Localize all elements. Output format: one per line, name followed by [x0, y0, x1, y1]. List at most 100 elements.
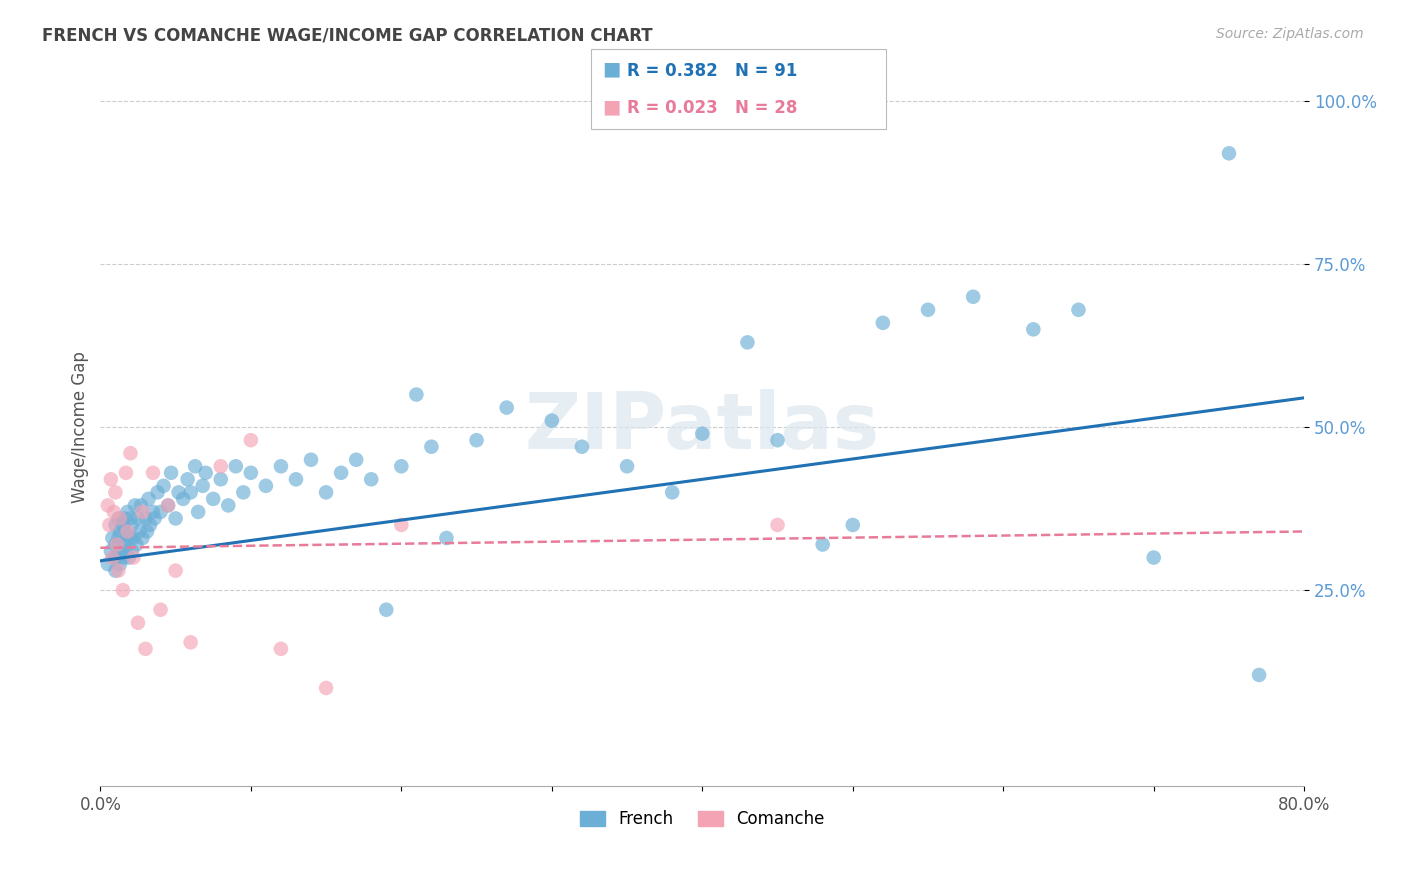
- Point: [115, 524, 138, 539]
- Point: [165, 564, 187, 578]
- Point: [270, 641, 292, 656]
- Point: [157, 499, 180, 513]
- Point: [225, 459, 247, 474]
- Point: [112, 511, 135, 525]
- Point: [187, 505, 209, 519]
- Point: [160, 466, 183, 480]
- Point: [100, 544, 122, 558]
- Point: [124, 499, 146, 513]
- Point: [117, 524, 139, 539]
- Point: [117, 505, 139, 519]
- Point: [270, 459, 292, 474]
- Point: [142, 466, 165, 480]
- Point: [139, 518, 162, 533]
- Point: [420, 440, 443, 454]
- Point: [180, 485, 202, 500]
- Point: [121, 518, 143, 533]
- Point: [1218, 146, 1240, 161]
- Point: [127, 511, 149, 525]
- Point: [344, 452, 367, 467]
- Point: [375, 603, 398, 617]
- Point: [465, 433, 488, 447]
- Point: [254, 479, 277, 493]
- Point: [117, 531, 139, 545]
- Point: [766, 433, 789, 447]
- Point: [121, 544, 143, 558]
- Point: [209, 472, 232, 486]
- Point: [108, 524, 131, 539]
- Point: [107, 511, 129, 525]
- Point: [167, 485, 190, 500]
- Point: [389, 459, 412, 474]
- Point: [146, 485, 169, 500]
- Point: [690, 426, 713, 441]
- Text: FRENCH VS COMANCHE WAGE/INCOME GAP CORRELATION CHART: FRENCH VS COMANCHE WAGE/INCOME GAP CORRE…: [42, 27, 652, 45]
- Point: [129, 499, 152, 513]
- Point: [108, 511, 131, 525]
- Point: [149, 603, 172, 617]
- Point: [138, 491, 160, 506]
- Legend: French, Comanche: French, Comanche: [574, 804, 831, 835]
- Point: [389, 518, 412, 533]
- Point: [811, 537, 834, 551]
- Text: Source: ZipAtlas.com: Source: ZipAtlas.com: [1216, 27, 1364, 41]
- Point: [142, 505, 165, 519]
- Point: [239, 433, 262, 447]
- Point: [136, 524, 159, 539]
- Point: [1022, 322, 1045, 336]
- Point: [105, 550, 128, 565]
- Point: [661, 485, 683, 500]
- Point: [105, 537, 128, 551]
- Point: [122, 531, 145, 545]
- Point: [112, 537, 135, 551]
- Point: [172, 491, 194, 506]
- Point: [571, 440, 593, 454]
- Point: [766, 518, 789, 533]
- Text: R = 0.382   N = 91: R = 0.382 N = 91: [627, 62, 797, 79]
- Point: [125, 537, 148, 551]
- Point: [157, 499, 180, 513]
- Point: [100, 472, 122, 486]
- Point: [104, 564, 127, 578]
- Point: [120, 511, 142, 525]
- Point: [299, 452, 322, 467]
- Point: [143, 511, 166, 525]
- Point: [120, 446, 142, 460]
- Point: [405, 387, 427, 401]
- Point: [1067, 302, 1090, 317]
- Point: [104, 537, 127, 551]
- Point: [285, 472, 308, 486]
- Point: [120, 531, 142, 545]
- Point: [152, 479, 174, 493]
- Point: [131, 531, 153, 545]
- Point: [232, 485, 254, 500]
- Point: [103, 550, 125, 565]
- Point: [131, 505, 153, 519]
- Point: [101, 531, 124, 545]
- Point: [239, 466, 262, 480]
- Point: [436, 531, 458, 545]
- Point: [176, 472, 198, 486]
- Point: [122, 550, 145, 565]
- Point: [217, 499, 239, 513]
- Point: [128, 524, 150, 539]
- Point: [209, 459, 232, 474]
- Point: [315, 681, 337, 695]
- Point: [202, 491, 225, 506]
- Point: [315, 485, 337, 500]
- Point: [180, 635, 202, 649]
- Point: [962, 290, 984, 304]
- Point: [737, 335, 759, 350]
- Point: [495, 401, 517, 415]
- Point: [101, 550, 124, 565]
- Text: ■: ■: [602, 60, 620, 78]
- Point: [134, 641, 156, 656]
- Point: [149, 505, 172, 519]
- Text: R = 0.023   N = 28: R = 0.023 N = 28: [627, 99, 797, 117]
- Point: [97, 557, 120, 571]
- Point: [1143, 550, 1166, 565]
- Point: [111, 518, 134, 533]
- Point: [540, 414, 562, 428]
- Point: [360, 472, 382, 486]
- Point: [191, 479, 214, 493]
